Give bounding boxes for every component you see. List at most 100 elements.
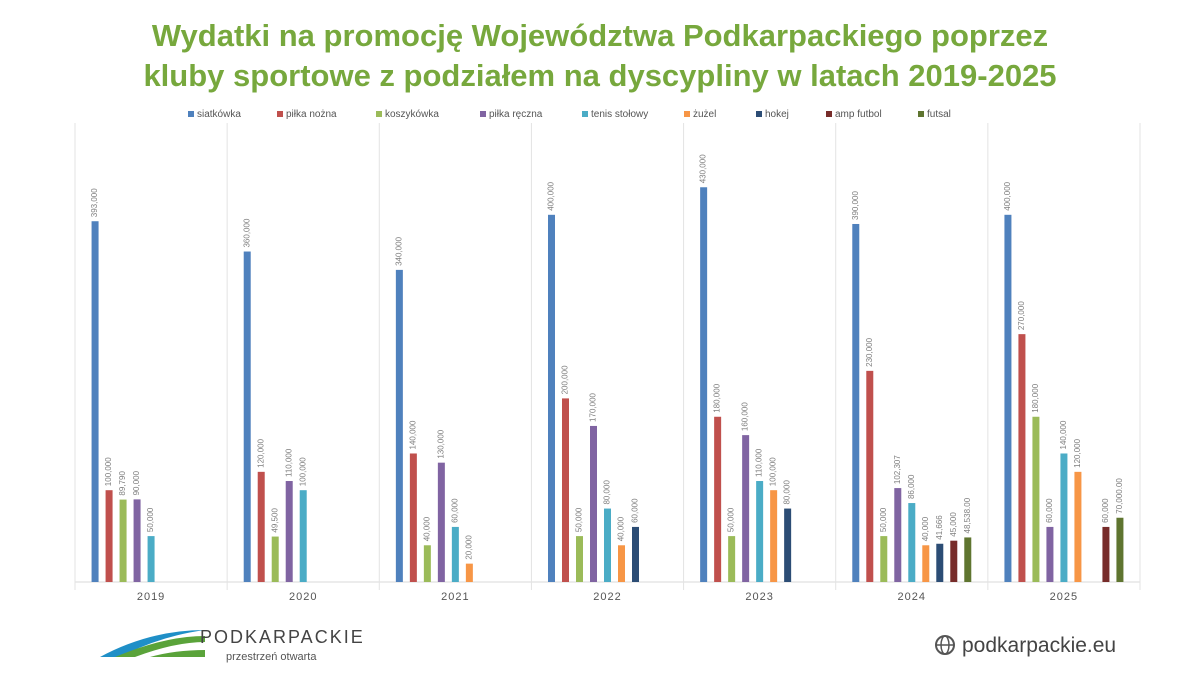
x-tick-label: 2022 (593, 591, 621, 603)
bar (133, 499, 141, 582)
value-label: 140,000 (1059, 420, 1068, 449)
value-label: 100,000 (769, 457, 778, 486)
value-label: 86,000 (907, 474, 916, 499)
value-label: 130,000 (436, 429, 445, 458)
value-label: 50,000 (575, 507, 584, 532)
legend-label: tenis stołowy (591, 109, 648, 120)
legend-swatch (918, 111, 924, 117)
bar (576, 536, 583, 582)
value-label: 60,000 (631, 498, 640, 523)
bar (590, 425, 597, 582)
bar (728, 536, 736, 582)
bar (285, 481, 293, 582)
x-tick-label: 2019 (137, 591, 165, 603)
bar (548, 214, 555, 583)
value-label: 80,000 (603, 480, 612, 505)
bar (618, 545, 625, 582)
value-label: 50,000 (146, 507, 155, 532)
value-label: 50,000 (879, 507, 888, 532)
bar (1102, 526, 1110, 582)
legend-swatch (480, 111, 486, 117)
logo: PODKARPACKIE przestrzeń otwarta (100, 627, 365, 663)
value-label: 270,000 (1017, 301, 1026, 330)
legend-label: futsal (927, 109, 951, 120)
bar (1032, 416, 1040, 582)
bar (880, 536, 888, 582)
value-label: 49,500 (270, 508, 279, 533)
value-label: 230,000 (865, 337, 874, 366)
bar (147, 536, 155, 582)
value-label: 60,000 (450, 498, 459, 523)
value-label: 400,000 (1003, 181, 1012, 210)
legend-label: żużel (693, 109, 716, 120)
logo-name: PODKARPACKIE (200, 627, 365, 647)
value-label: 89,790 (118, 471, 127, 496)
x-tick-label: 2025 (1050, 591, 1078, 603)
bar (922, 545, 930, 582)
bar (908, 503, 916, 582)
website: podkarpackie.eu (935, 634, 1116, 657)
value-label: 390,000 (851, 191, 860, 220)
value-label: 430,000 (699, 154, 708, 183)
bar (243, 251, 251, 582)
legend-label: piłka nożna (286, 109, 337, 120)
bar (299, 490, 307, 582)
bar (964, 537, 972, 582)
bar (465, 563, 473, 582)
bar (632, 526, 639, 582)
value-label: 20,000 (464, 535, 473, 560)
value-label: 140,000 (408, 420, 417, 449)
bar (742, 435, 750, 582)
bar (950, 540, 958, 582)
bar (852, 223, 860, 583)
value-label: 360,000 (242, 218, 251, 247)
legend-swatch (188, 111, 194, 117)
bar (894, 488, 902, 582)
value-label: 41,666 (935, 515, 944, 540)
value-label: 160,000 (741, 402, 750, 431)
bar (770, 490, 778, 582)
value-label: 180,000 (1031, 383, 1040, 412)
bar (1116, 517, 1124, 582)
chart-title: kluby sportowe z podziałem na dyscypliny… (143, 58, 1056, 93)
bar (714, 416, 722, 582)
legend-swatch (826, 111, 832, 117)
bar (423, 545, 431, 582)
value-label: 60,000 (1101, 498, 1110, 523)
x-tick-label: 2020 (289, 591, 317, 603)
bar (271, 536, 279, 582)
legend-label: siatkówka (197, 109, 241, 120)
legend-swatch (684, 111, 690, 117)
chart-title: Wydatki na promocję Województwa Podkarpa… (152, 18, 1048, 53)
bar (437, 462, 445, 582)
legend-swatch (376, 111, 382, 117)
bar (1046, 526, 1054, 582)
bar (562, 398, 569, 582)
value-label: 180,000 (713, 383, 722, 412)
legend-swatch (277, 111, 283, 117)
x-tick-label: 2024 (898, 591, 926, 603)
bar (1074, 471, 1082, 582)
value-label: 40,000 (921, 516, 930, 541)
legend-swatch (582, 111, 588, 117)
bar (1004, 214, 1012, 583)
bar (409, 453, 417, 582)
value-label: 80,000 (783, 480, 792, 505)
value-label: 45,000 (949, 512, 958, 537)
bar (119, 499, 127, 582)
bar (936, 543, 944, 582)
legend-label: piłka ręczna (489, 109, 543, 120)
bar (257, 471, 265, 582)
value-label: 102,307 (893, 455, 902, 484)
logo-tagline: przestrzeń otwarta (226, 651, 317, 663)
value-label: 110,000 (284, 448, 293, 477)
value-label: 50,000 (727, 507, 736, 532)
website-text: podkarpackie.eu (962, 634, 1116, 657)
value-label: 100,000 (104, 457, 113, 486)
bar (866, 370, 874, 582)
bar (1018, 334, 1026, 582)
value-label: 393,000 (90, 188, 99, 217)
value-label: 170,000 (589, 392, 598, 421)
value-label: 70,000.00 (1115, 478, 1124, 514)
